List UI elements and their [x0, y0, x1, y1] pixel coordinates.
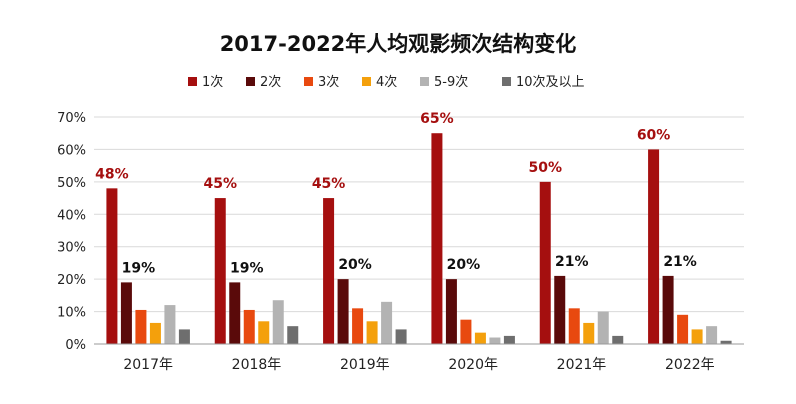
legend-swatch [188, 77, 197, 86]
data-label: 19% [230, 260, 264, 276]
x-tick-label: 2018年 [232, 357, 282, 373]
bar [395, 329, 407, 344]
legend-label: 10次及以上 [516, 74, 585, 90]
data-label: 45% [203, 176, 237, 192]
bar [178, 329, 190, 344]
y-tick-label: 0% [65, 338, 86, 353]
legend-label: 4次 [376, 74, 397, 90]
bar [431, 133, 443, 344]
bar [366, 321, 378, 344]
legend-label: 5-9次 [434, 74, 468, 90]
data-label: 20% [338, 257, 372, 273]
y-tick-label: 50% [57, 176, 86, 191]
bar [120, 282, 132, 344]
data-label: 50% [528, 160, 562, 176]
axes: 0% 10% 20% 30% 40% 50% 60% 70% 2017年 2018年 2019年 20… [57, 111, 744, 373]
bar [474, 332, 486, 344]
x-tick-label: 2021年 [557, 357, 607, 373]
legend-label: 3次 [318, 74, 339, 90]
bar [691, 329, 703, 344]
bar [272, 300, 284, 344]
data-labels: 48% 19% 45% 19% 45% 20% 65% 20% 50% 21% 60% 21% [95, 111, 697, 276]
data-label: 21% [555, 254, 589, 270]
bar [287, 326, 299, 344]
bar [214, 198, 226, 344]
x-tick-label: 2020年 [448, 357, 498, 373]
bars [106, 133, 732, 344]
data-label: 19% [122, 260, 156, 276]
bar [323, 198, 335, 344]
bar [337, 279, 349, 344]
legend: 1次 2次 3次 4次 5-9次 10次及以上 [188, 74, 585, 90]
y-tick-label: 20% [57, 273, 86, 288]
legend-swatch [304, 77, 313, 86]
data-label: 60% [637, 127, 671, 143]
bar [539, 181, 551, 344]
bar [445, 279, 457, 344]
bar [648, 149, 660, 344]
x-tick-label: 2019年 [340, 357, 390, 373]
bar [677, 314, 689, 344]
y-tick-label: 10% [57, 306, 86, 321]
bar [503, 335, 515, 344]
legend-swatch [420, 77, 429, 86]
y-tick-label: 70% [57, 111, 86, 126]
legend-swatch [502, 77, 511, 86]
legend-swatch [362, 77, 371, 86]
bar [149, 322, 161, 344]
x-tick-label: 2017年 [123, 357, 173, 373]
bar [243, 309, 255, 344]
bar [554, 275, 566, 344]
legend-label: 1次 [202, 74, 223, 90]
bar [229, 282, 241, 344]
bar [352, 308, 364, 344]
bar [164, 305, 176, 344]
data-label: 20% [447, 257, 481, 273]
y-tick-label: 40% [57, 208, 86, 223]
bar [258, 321, 270, 344]
bar [597, 311, 609, 344]
bar [583, 322, 595, 344]
chart-title: 2017-2022年人均观影频次结构变化 [219, 32, 577, 56]
bar [460, 319, 472, 344]
bar [720, 340, 732, 344]
bar [662, 275, 674, 344]
bar [706, 326, 718, 344]
bar [106, 188, 118, 344]
bar [568, 308, 580, 344]
x-tick-label: 2022年 [665, 357, 715, 373]
data-label: 48% [95, 166, 129, 182]
data-label: 65% [420, 111, 454, 127]
bar [489, 337, 501, 344]
bar [135, 309, 147, 344]
legend-swatch [246, 77, 255, 86]
y-tick-label: 30% [57, 241, 86, 256]
y-tick-label: 60% [57, 143, 86, 158]
bar [381, 301, 393, 344]
legend-label: 2次 [260, 74, 281, 90]
bar [612, 335, 624, 344]
data-label: 21% [663, 254, 697, 270]
gridlines [94, 116, 744, 313]
data-label: 45% [312, 176, 346, 192]
